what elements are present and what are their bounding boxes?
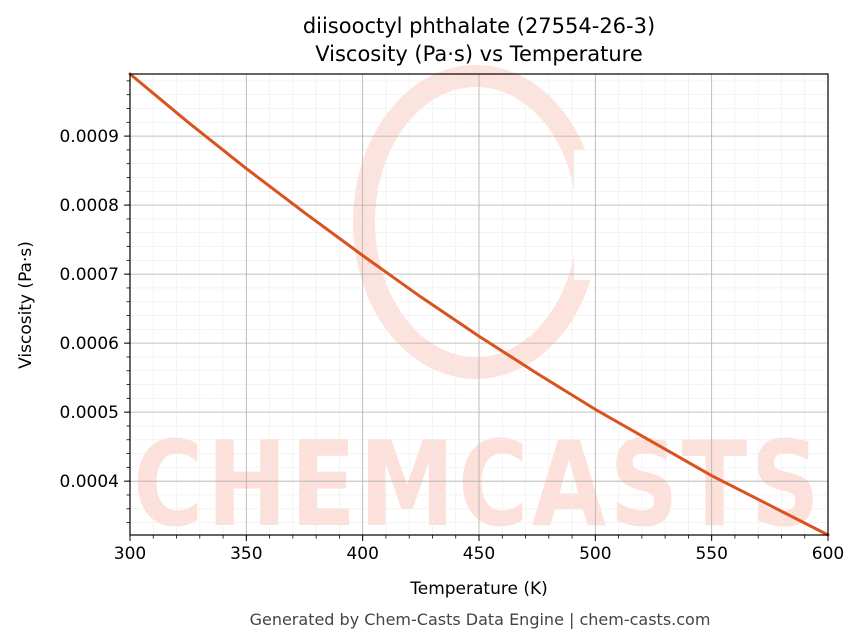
y-axis-ticks: 0.0004 0.0005 0.0006 0.0007 0.0008 0.0009	[60, 80, 130, 523]
y-tick-label: 0.0006	[60, 334, 119, 354]
x-tick-label: 300	[114, 544, 146, 564]
major-grid	[129, 74, 829, 535]
x-tick-label: 600	[812, 544, 844, 564]
x-axis-label: Temperature (K)	[409, 579, 548, 599]
y-tick-label: 0.0007	[60, 265, 119, 285]
x-tick-label: 450	[463, 544, 495, 564]
y-tick-label: 0.0004	[60, 472, 119, 492]
y-axis-label: Viscosity (Pa·s)	[16, 241, 36, 369]
x-tick-label: 350	[230, 544, 262, 564]
watermark-logo	[353, 65, 614, 379]
x-axis-ticks: 300 350 400 450 500 550 600	[114, 535, 844, 564]
chart-title-line2: Viscosity (Pa·s) vs Temperature	[315, 42, 643, 66]
y-tick-label: 0.0008	[60, 196, 119, 216]
watermark-text: CHEMCASTS	[133, 415, 823, 553]
x-tick-label: 400	[346, 544, 378, 564]
series-layer	[128, 72, 830, 537]
y-tick-label: 0.0009	[60, 127, 119, 147]
footer-credit: Generated by Chem-Casts Data Engine | ch…	[250, 610, 711, 629]
chart-title-line1: diisooctyl phthalate (27554-26-3)	[303, 14, 655, 38]
viscosity-series-line	[128, 72, 830, 537]
x-tick-label: 550	[695, 544, 727, 564]
x-tick-label: 500	[579, 544, 611, 564]
y-tick-label: 0.0005	[60, 403, 119, 423]
